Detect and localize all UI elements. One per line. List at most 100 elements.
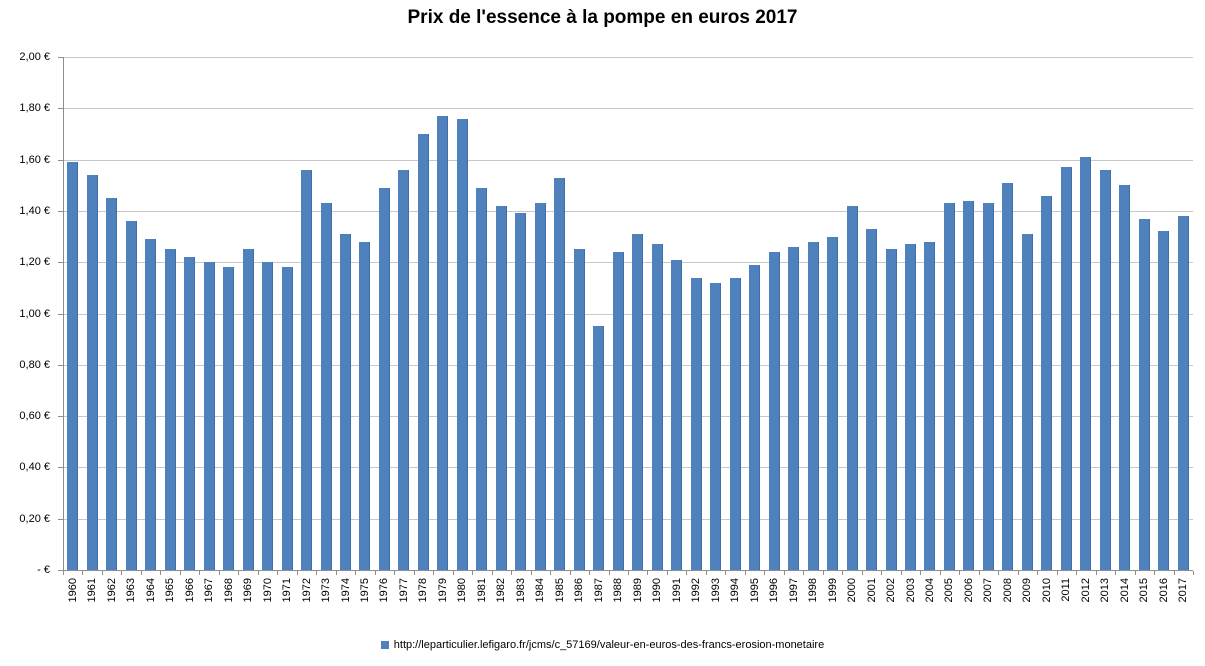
bar-1970 bbox=[262, 262, 273, 570]
bar-1988 bbox=[613, 252, 624, 570]
bar-1993 bbox=[710, 283, 721, 570]
y-axis-tick bbox=[58, 160, 63, 161]
x-axis-tick bbox=[1174, 571, 1175, 575]
x-axis-tick bbox=[180, 571, 181, 575]
bar-1990 bbox=[652, 244, 663, 570]
gridline bbox=[63, 467, 1193, 468]
bar-1960 bbox=[67, 162, 78, 570]
bar-2010 bbox=[1041, 196, 1052, 570]
x-axis-tick bbox=[570, 571, 571, 575]
bar-1989 bbox=[632, 234, 643, 570]
bar-1967 bbox=[204, 262, 215, 570]
x-axis-tick bbox=[628, 571, 629, 575]
x-axis-tick bbox=[589, 571, 590, 575]
x-axis-tick bbox=[394, 571, 395, 575]
bar-1999 bbox=[827, 237, 838, 570]
x-axis-tick bbox=[823, 571, 824, 575]
x-axis-label: 2004 bbox=[924, 578, 936, 603]
x-axis-label: 2000 bbox=[846, 578, 858, 603]
x-axis-tick bbox=[1115, 571, 1116, 575]
x-axis-tick bbox=[745, 571, 746, 575]
y-axis-tick bbox=[58, 108, 63, 109]
x-axis-tick bbox=[316, 571, 317, 575]
x-axis-label: 2008 bbox=[1002, 578, 1014, 603]
x-axis-tick bbox=[803, 571, 804, 575]
x-axis-label: 1995 bbox=[749, 578, 761, 603]
x-axis-label: 2017 bbox=[1177, 578, 1189, 603]
gridline bbox=[63, 314, 1193, 315]
bar-2007 bbox=[983, 203, 994, 570]
bar-1992 bbox=[691, 278, 702, 570]
x-axis-label: 1966 bbox=[184, 578, 196, 603]
y-axis-tick bbox=[58, 57, 63, 58]
bar-1991 bbox=[671, 260, 682, 570]
x-axis-label: 2003 bbox=[905, 578, 917, 603]
x-axis-label: 1979 bbox=[437, 578, 449, 603]
bar-1962 bbox=[106, 198, 117, 570]
x-axis-label: 2015 bbox=[1138, 578, 1150, 603]
y-axis-tick bbox=[58, 570, 63, 571]
bar-1995 bbox=[749, 265, 760, 570]
bar-2008 bbox=[1002, 183, 1013, 570]
bar-1980 bbox=[457, 119, 468, 570]
y-axis-label: 0,20 € bbox=[19, 513, 50, 525]
bar-2014 bbox=[1119, 185, 1130, 570]
bar-2002 bbox=[886, 249, 897, 570]
x-axis-tick bbox=[472, 571, 473, 575]
x-axis-tick bbox=[453, 571, 454, 575]
x-axis-label: 1984 bbox=[534, 578, 546, 603]
x-axis-label: 1999 bbox=[827, 578, 839, 603]
x-axis-label: 1962 bbox=[106, 578, 118, 603]
bar-1978 bbox=[418, 134, 429, 570]
x-axis-tick bbox=[336, 571, 337, 575]
x-axis-label: 1971 bbox=[281, 578, 293, 603]
x-axis-tick bbox=[355, 571, 356, 575]
y-axis-label: 1,40 € bbox=[19, 205, 50, 217]
y-axis-label: 0,60 € bbox=[19, 410, 50, 422]
x-axis-label: 1997 bbox=[788, 578, 800, 603]
x-axis-label: 1992 bbox=[690, 578, 702, 603]
legend-label: http://leparticulier.lefigaro.fr/jcms/c_… bbox=[393, 639, 825, 651]
x-axis-label: 1973 bbox=[320, 578, 332, 603]
x-axis-label: 1969 bbox=[242, 578, 254, 603]
x-axis-label: 2013 bbox=[1099, 578, 1111, 603]
y-axis-tick bbox=[58, 416, 63, 417]
x-axis-tick bbox=[1154, 571, 1155, 575]
x-axis-label: 1993 bbox=[710, 578, 722, 603]
x-axis-label: 1970 bbox=[262, 578, 274, 603]
x-axis-tick bbox=[550, 571, 551, 575]
x-axis-label: 2009 bbox=[1021, 578, 1033, 603]
x-axis-tick bbox=[959, 571, 960, 575]
bar-2016 bbox=[1158, 231, 1169, 570]
x-axis-label: 1978 bbox=[417, 578, 429, 603]
x-axis-tick bbox=[901, 571, 902, 575]
y-axis-tick bbox=[58, 365, 63, 366]
bar-1969 bbox=[243, 249, 254, 570]
x-axis-label: 2001 bbox=[866, 578, 878, 603]
gridline bbox=[63, 108, 1193, 109]
x-axis-label: 1982 bbox=[495, 578, 507, 603]
x-axis-tick bbox=[1076, 571, 1077, 575]
x-axis-tick bbox=[920, 571, 921, 575]
y-axis-tick bbox=[58, 519, 63, 520]
y-axis-tick bbox=[58, 314, 63, 315]
bar-2004 bbox=[924, 242, 935, 570]
x-axis-tick bbox=[725, 571, 726, 575]
x-axis-tick bbox=[492, 571, 493, 575]
x-axis-tick bbox=[609, 571, 610, 575]
x-axis-label: 1964 bbox=[145, 578, 157, 603]
x-axis-tick bbox=[102, 571, 103, 575]
x-axis-label: 2006 bbox=[963, 578, 975, 603]
x-axis-tick bbox=[667, 571, 668, 575]
bar-1974 bbox=[340, 234, 351, 570]
x-axis-tick bbox=[998, 571, 999, 575]
x-axis-label: 1996 bbox=[768, 578, 780, 603]
x-axis-label: 1986 bbox=[573, 578, 585, 603]
bar-1975 bbox=[359, 242, 370, 570]
x-axis-label: 1994 bbox=[729, 578, 741, 603]
gridline bbox=[63, 160, 1193, 161]
x-axis-tick bbox=[277, 571, 278, 575]
bar-1976 bbox=[379, 188, 390, 570]
bar-1971 bbox=[282, 267, 293, 570]
